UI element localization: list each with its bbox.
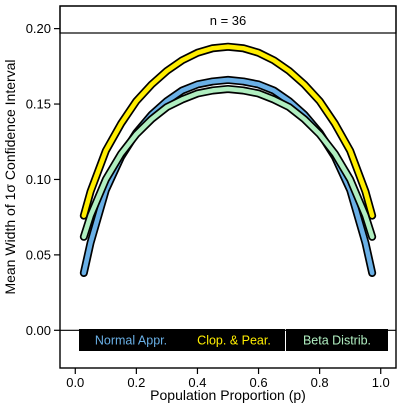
x-tick-label: 0.8 — [311, 375, 329, 390]
x-axis-label: Population Proportion (p) — [150, 387, 306, 403]
series-outline-clop-pear — [79, 42, 377, 220]
x-tick-label: 0.2 — [127, 375, 145, 390]
series-line-clop-pear — [81, 44, 375, 218]
panel-title: n = 36 — [210, 13, 247, 28]
x-tick-label: 0.4 — [188, 375, 206, 390]
plot-frame — [59, 5, 397, 369]
legend-box-beta-distrib — [286, 329, 388, 351]
y-tick-label: 0.05 — [26, 247, 51, 262]
y-tick-label: 0.20 — [26, 21, 51, 36]
legend-box-normal-appr — [79, 329, 183, 351]
x-tick-label: 0.0 — [66, 375, 84, 390]
x-tick-label: 1.0 — [372, 375, 390, 390]
legend-label-clop-pear: Clop. & Pear. — [197, 334, 271, 348]
legend-box-clop-pear — [183, 329, 285, 351]
x-tick-label: 0.6 — [250, 375, 268, 390]
series-layer — [79, 42, 377, 277]
series-beta-distrib — [79, 84, 377, 241]
y-tick-label: 0.10 — [26, 172, 51, 187]
series-clop-pear — [79, 42, 377, 220]
legend-label-normal-appr: Normal Appr. — [95, 334, 167, 348]
ticks-layer: 0.0 0.2 0.4 0.6 0.8 1.0 0.00 0.05 0.10 0.15 0.20 — [26, 21, 390, 390]
y-tick-label: 0.15 — [26, 97, 51, 112]
legend-label-beta-distrib: Beta Distrib. — [303, 334, 371, 348]
series-line-beta-distrib — [81, 86, 375, 240]
y-axis-label: Mean Width of 1σ Confidence Interval — [2, 59, 18, 294]
legend: Normal Appr. Clop. & Pear. Beta Distrib. — [79, 329, 388, 351]
y-tick-label: 0.00 — [26, 323, 51, 338]
